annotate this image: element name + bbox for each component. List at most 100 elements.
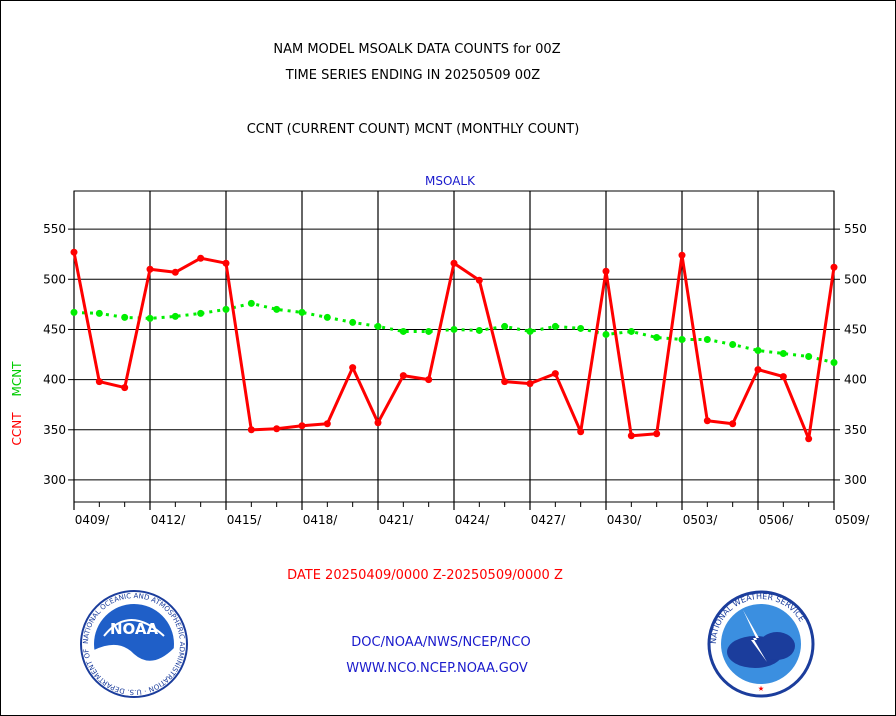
ccnt-data-point (779, 373, 787, 381)
ccnt-data-point (805, 435, 813, 443)
mcnt-data-point (779, 350, 787, 358)
mcnt-data-point (450, 325, 458, 333)
mcnt-data-point (729, 340, 737, 348)
ccnt-data-point (425, 376, 433, 384)
chart-title-line1: NAM MODEL MSOALK DATA COUNTS for 00Z (273, 42, 560, 57)
mcnt-data-point (475, 326, 483, 334)
ccnt-data-point (247, 426, 255, 434)
ccnt-data-point (298, 422, 306, 430)
ccnt-data-point (273, 425, 281, 433)
x-tick-label: 0409/ (75, 513, 111, 527)
mcnt-data-point (602, 330, 610, 338)
mcnt-data-point (653, 333, 661, 341)
ccnt-data-point (121, 384, 129, 392)
ccnt-data-point (830, 263, 838, 271)
ccnt-data-point (678, 251, 686, 259)
x-tick-label: 0418/ (303, 513, 339, 527)
y-tick-label-right: 350 (844, 423, 867, 437)
ccnt-data-point (627, 432, 635, 440)
ccnt-data-point (551, 370, 559, 378)
mcnt-data-point (399, 327, 407, 335)
mcnt-data-point (298, 308, 306, 316)
ccnt-data-point (754, 366, 762, 374)
nws-logo: NATIONAL WEATHER SERVICE ★ (707, 590, 815, 698)
mcnt-data-point (627, 327, 635, 335)
org-line: DOC/NOAA/NWS/NCEP/NCO (351, 635, 530, 650)
ccnt-data-point (70, 248, 78, 256)
ccnt-data-point (602, 267, 610, 275)
series-layer (70, 248, 838, 443)
mcnt-data-point (551, 322, 559, 330)
ccnt-data-point (450, 259, 458, 267)
x-tick-label: 0427/ (531, 513, 567, 527)
mcnt-data-point (247, 299, 255, 307)
y-tick-label-right: 500 (844, 272, 867, 286)
ccnt-data-point (475, 276, 483, 284)
chart-subtitle: CCNT (CURRENT COUNT) MCNT (MONTHLY COUNT… (247, 122, 580, 137)
y-axis-label-ccnt: CCNT (10, 412, 24, 446)
station-label: MSOALK (425, 174, 476, 188)
date-range-label: DATE 20250409/0000 Z-20250509/0000 Z (287, 568, 563, 583)
mcnt-data-point (171, 312, 179, 320)
y-axis-title: CCNT MCNT (10, 361, 24, 446)
x-tick-label: 0415/ (227, 513, 263, 527)
mcnt-data-point (70, 308, 78, 316)
noaa-logo: NOAA NATIONAL OCEANIC AND ATMOSPHERIC AD… (80, 590, 188, 698)
ccnt-data-point (577, 428, 585, 436)
ccnt-data-point (197, 254, 205, 262)
y-tick-label-left: 550 (43, 222, 66, 236)
y-tick-label-left: 400 (43, 373, 66, 387)
ccnt-data-point (323, 420, 331, 428)
ccnt-data-point (374, 419, 382, 427)
mcnt-data-point (273, 305, 281, 313)
mcnt-data-point (425, 327, 433, 335)
x-tick-label: 0424/ (455, 513, 491, 527)
tick-layer: 300 300 350 350 400 400 450 450 500 500 550 550 0409… (43, 222, 870, 527)
mcnt-data-point (323, 313, 331, 321)
mcnt-data-point (121, 313, 129, 321)
ccnt-data-point (146, 265, 154, 273)
x-tick-label: 0506/ (759, 513, 795, 527)
ccnt-data-point (399, 372, 407, 380)
y-tick-label-right: 300 (844, 473, 867, 487)
y-tick-label-right: 400 (844, 373, 867, 387)
grid-layer (68, 190, 840, 510)
x-tick-label: 0430/ (607, 513, 643, 527)
mcnt-data-point (830, 359, 838, 367)
ccnt-data-point (171, 268, 179, 276)
website-url: WWW.NCO.NCEP.NOAA.GOV (346, 661, 528, 676)
ccnt-data-point (703, 417, 711, 425)
ccnt-data-point (501, 378, 509, 386)
mcnt-data-point (703, 335, 711, 343)
mcnt-data-point (146, 314, 154, 322)
ccnt-data-point (653, 430, 661, 438)
y-tick-label-right: 450 (844, 322, 867, 336)
y-axis-label-mcnt: MCNT (10, 361, 24, 397)
mcnt-data-point (678, 335, 686, 343)
mcnt-data-point (754, 347, 762, 355)
x-tick-label: 0509/ (835, 513, 871, 527)
y-tick-label-left: 450 (43, 322, 66, 336)
mcnt-data-point (577, 324, 585, 332)
y-tick-label-right: 550 (844, 222, 867, 236)
y-tick-label-left: 500 (43, 272, 66, 286)
mcnt-data-point (95, 309, 103, 317)
x-tick-label: 0503/ (683, 513, 719, 527)
ccnt-data-point (222, 259, 230, 267)
mcnt-data-point (349, 318, 357, 326)
mcnt-data-point (374, 322, 382, 330)
mcnt-data-point (197, 309, 205, 317)
y-tick-label-left: 300 (43, 473, 66, 487)
nws-star-icon: ★ (758, 683, 764, 694)
ccnt-data-point (729, 420, 737, 428)
mcnt-data-point (805, 353, 813, 361)
noaa-logo-text: NOAA (110, 620, 159, 638)
x-tick-label: 0412/ (151, 513, 187, 527)
mcnt-data-point (222, 305, 230, 313)
mcnt-data-point (526, 327, 534, 335)
y-tick-label-left: 350 (43, 423, 66, 437)
x-tick-label: 0421/ (379, 513, 415, 527)
ccnt-data-point (95, 378, 103, 386)
